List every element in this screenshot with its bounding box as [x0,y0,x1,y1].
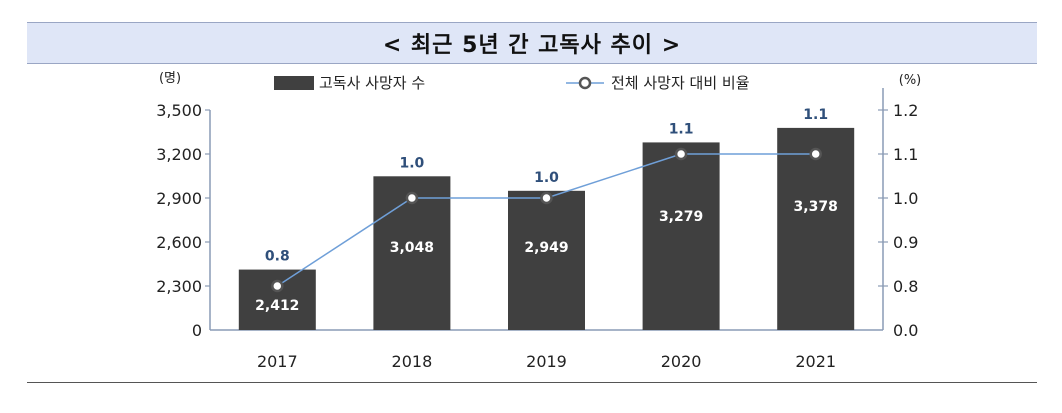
ratio-value-label: 0.8 [265,249,290,265]
bar [238,269,316,330]
y-right-tick-label: 0.8 [893,277,918,296]
x-tick-label: 2019 [526,352,567,371]
bars [238,127,855,330]
bar-value-label: 3,279 [659,209,703,225]
legend: 고독사 사망자 수 전체 사망자 대비 비율 [274,74,750,92]
ratio-point [271,279,284,293]
ratio-point [405,191,419,205]
bar-value-label: 3,378 [794,199,838,215]
ratio-line [271,147,822,293]
y-right-tick-label: 0.9 [893,233,918,252]
y-right-unit: (%) [899,73,922,88]
bar-value-label: 3,048 [390,240,434,256]
ratio-point [809,147,822,161]
axes: 0 2,300 2,600 2,900 3,200 3,500 (명) 0.0 0.8 0.9 1.… [156,71,921,371]
data-labels: 2,412 3,048 2,949 3,279 3,378 0.8 1.0 1.0 1.1 1.1 [255,107,838,314]
legend-line-marker [578,76,592,90]
y-left-tick-label: 2,300 [156,277,202,296]
x-tick-label: 2020 [661,352,702,371]
ratio-value-label: 1.0 [399,155,424,171]
y-right-tick-label: 1.0 [893,189,918,208]
title-bar: < 최근 5년 간 고독사 추이 > [27,22,1037,64]
bar [508,190,585,330]
y-left-tick-label: 2,900 [156,189,202,208]
y-right-tick-label: 0.0 [893,321,918,340]
y-left-tick-label: 3,200 [156,145,202,164]
x-tick-label: 2018 [392,352,433,371]
chart-title: < 최근 5년 간 고독사 추이 > [382,33,682,58]
y-left-unit: (명) [159,71,181,86]
bottom-rule [27,382,1037,383]
ratio-point [674,147,688,161]
bar-value-label: 2,412 [255,298,299,314]
legend-line-label: 전체 사망자 대비 비율 [611,74,750,92]
y-left-tick-label: 3,500 [156,101,202,120]
y-right-tick-label: 1.2 [893,101,918,120]
ratio-value-label: 1.0 [534,170,559,186]
legend-bar-swatch [274,76,314,90]
ratio-value-label: 1.1 [803,107,828,123]
bar-value-label: 2,949 [524,240,568,256]
ratio-point [540,191,553,205]
y-left-tick-label: 0 [192,321,202,340]
bar [642,142,720,330]
y-right-tick-label: 1.1 [893,145,918,164]
bar [777,127,855,330]
legend-bar-label: 고독사 사망자 수 [319,74,425,92]
x-tick-label: 2017 [257,352,298,371]
x-tick-label: 2021 [795,352,836,371]
ratio-value-label: 1.1 [669,121,694,137]
y-left-tick-label: 2,600 [156,233,202,252]
